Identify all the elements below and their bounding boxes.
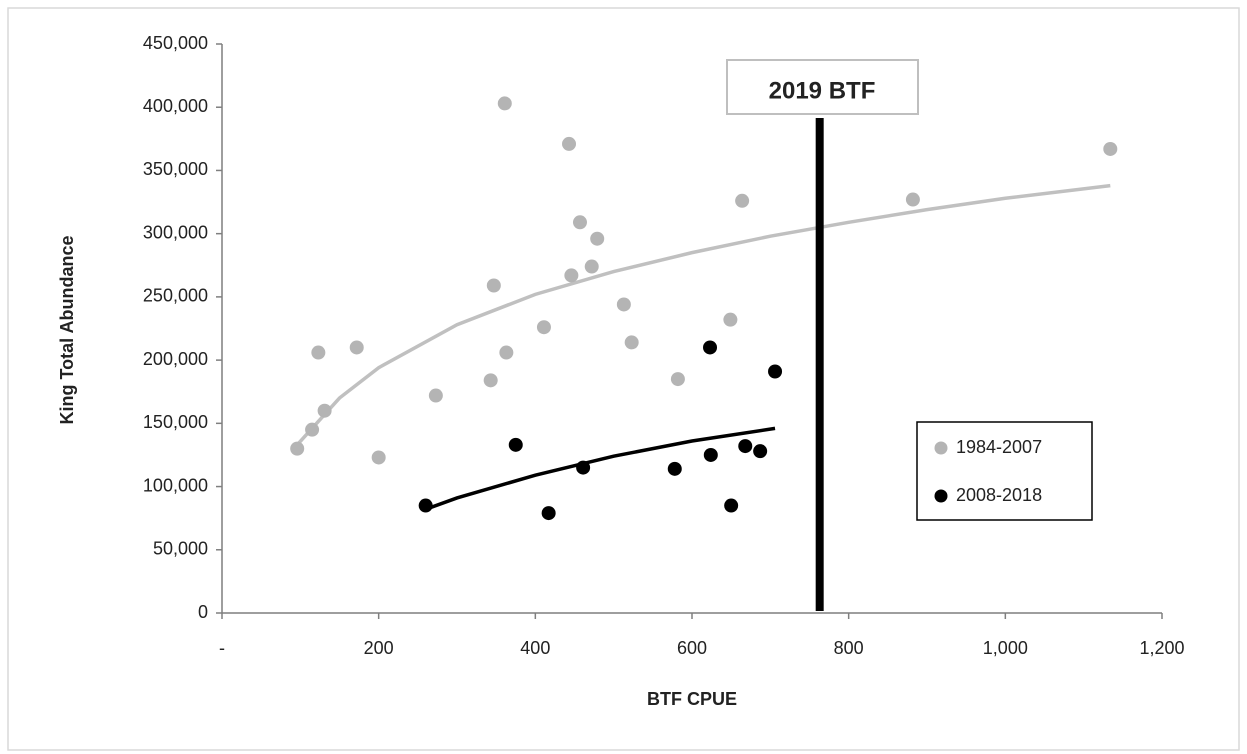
y-tick-label: 150,000 — [143, 412, 208, 432]
reference-label: 2019 BTF — [769, 77, 876, 104]
y-tick-label: 400,000 — [143, 96, 208, 116]
data-point — [499, 345, 514, 360]
x-tick-label: 1,000 — [983, 638, 1028, 658]
data-point — [311, 345, 326, 360]
data-point — [317, 403, 332, 418]
y-tick-label: 0 — [198, 602, 208, 622]
legend-marker — [934, 441, 948, 455]
legend-box — [916, 421, 1093, 521]
trendline — [425, 426, 776, 511]
data-point — [735, 193, 750, 208]
data-point — [1103, 141, 1118, 156]
data-point — [508, 437, 523, 452]
trendline — [295, 183, 1111, 447]
data-point — [584, 259, 599, 274]
y-tick-label: 450,000 — [143, 33, 208, 53]
x-tick-label: 200 — [364, 638, 394, 658]
y-tick-label: 250,000 — [143, 286, 208, 306]
data-point — [486, 278, 501, 293]
y-tick-label: 200,000 — [143, 349, 208, 369]
data-point — [290, 441, 305, 456]
legend-marker — [934, 489, 948, 503]
data-point — [483, 373, 498, 388]
y-tick-label: 50,000 — [153, 539, 208, 559]
reference-label-box — [726, 59, 919, 115]
data-point — [349, 340, 364, 355]
data-point — [670, 372, 685, 387]
data-point — [418, 498, 433, 513]
data-point — [572, 215, 587, 230]
x-tick-label: 600 — [677, 638, 707, 658]
data-point — [536, 320, 551, 335]
legend-label: 2008-2018 — [956, 485, 1042, 505]
x-tick-label: 400 — [520, 638, 550, 658]
y-tick-label: 300,000 — [143, 222, 208, 242]
data-point — [768, 364, 783, 379]
y-tick-label: 350,000 — [143, 159, 208, 179]
data-point — [738, 439, 753, 454]
data-point — [590, 231, 605, 246]
legend-label: 1984-2007 — [956, 437, 1042, 457]
x-tick-label: 1,200 — [1139, 638, 1184, 658]
data-point — [562, 136, 577, 151]
data-point — [305, 422, 320, 437]
x-axis-title: BTF CPUE — [647, 689, 737, 709]
data-point — [703, 340, 718, 355]
legend: 1984-2007 2008-2018 — [916, 421, 1093, 521]
data-point — [576, 460, 591, 475]
data-point — [564, 268, 579, 283]
data-point — [428, 388, 443, 403]
data-point — [905, 192, 920, 207]
data-point — [703, 447, 718, 462]
data-point — [541, 506, 556, 521]
data-point — [371, 450, 386, 465]
y-axis-title: King Total Abundance — [57, 236, 77, 425]
data-point — [724, 498, 739, 513]
data-point — [616, 297, 631, 312]
data-point — [624, 335, 639, 350]
data-point — [497, 96, 512, 111]
data-point — [723, 312, 738, 327]
chart-frame — [7, 7, 1240, 751]
x-tick-label: - — [219, 638, 225, 658]
x-tick-label: 800 — [834, 638, 864, 658]
data-point — [667, 461, 682, 476]
y-tick-label: 100,000 — [143, 475, 208, 495]
data-point — [753, 444, 768, 459]
